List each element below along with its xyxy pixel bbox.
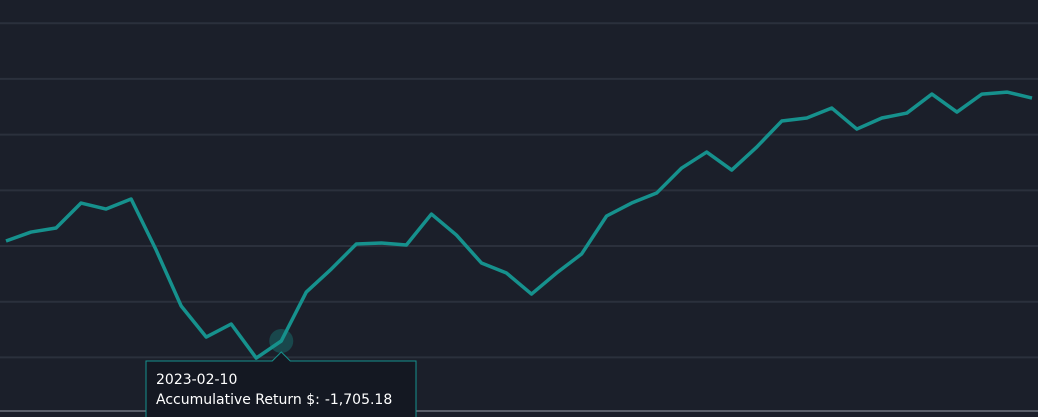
tooltip-series-name: Accumulative Return $: — [156, 392, 320, 408]
tooltip: 2023-02-10 Accumulative Return $: -1,705.1… — [145, 351, 417, 417]
hover-point — [269, 328, 294, 353]
series-line — [5, 90, 1033, 360]
plot — [5, 90, 1033, 360]
grid — [0, 22, 1038, 359]
tooltip-box — [145, 351, 417, 417]
tooltip-date: 2023-02-10 — [156, 372, 237, 388]
tooltip-value-label: -1,705.18 — [325, 392, 392, 408]
tooltip-value: Accumulative Return $: -1,705.18 — [156, 392, 392, 408]
